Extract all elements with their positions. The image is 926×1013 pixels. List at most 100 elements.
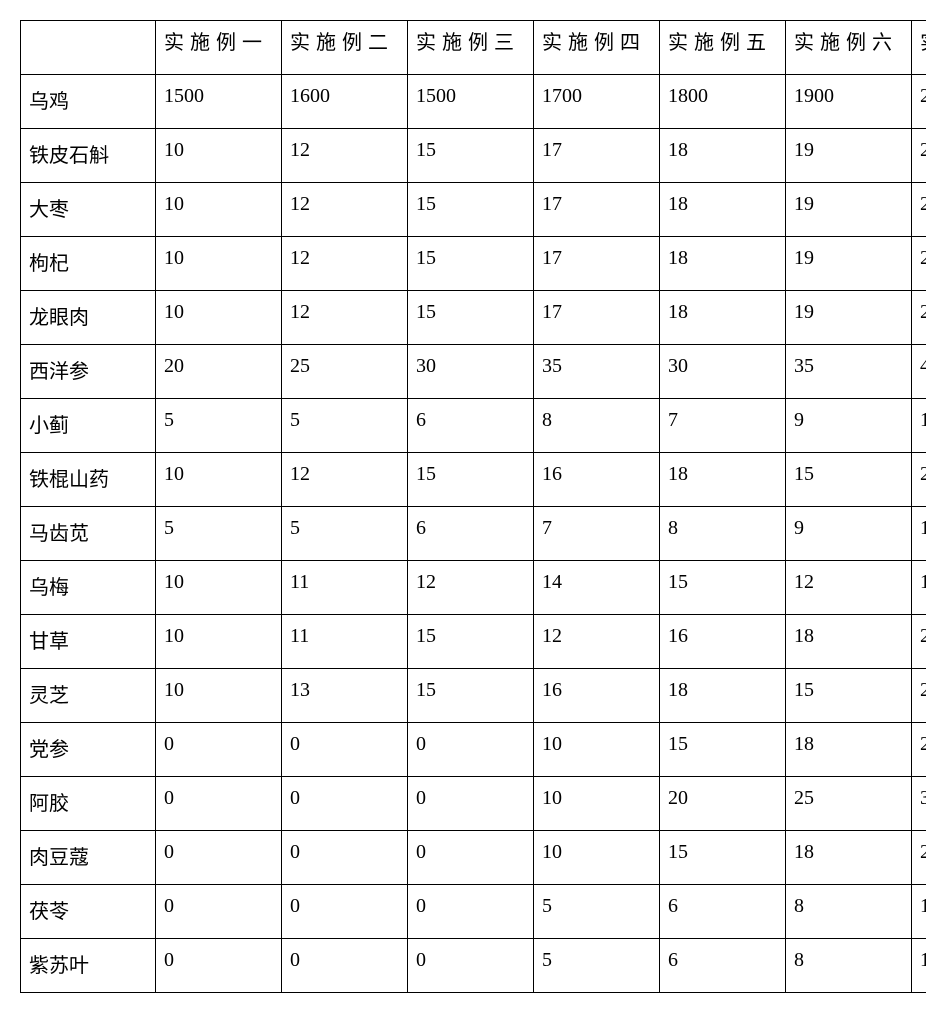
data-cell: 15	[408, 669, 534, 723]
data-cell: 10	[156, 129, 282, 183]
data-cell: 10	[156, 237, 282, 291]
data-cell: 7	[534, 507, 660, 561]
data-cell: 0	[156, 723, 282, 777]
data-cell: 10	[156, 561, 282, 615]
data-cell: 1800	[660, 75, 786, 129]
data-cell: 0	[282, 723, 408, 777]
data-cell: 2000	[912, 75, 926, 129]
data-cell: 10	[156, 615, 282, 669]
data-cell: 18	[660, 183, 786, 237]
data-cell: 20	[912, 669, 926, 723]
data-cell: 10	[912, 885, 926, 939]
data-cell: 12	[282, 129, 408, 183]
header-cell-4: 实施例四	[534, 21, 660, 75]
data-cell: 25	[786, 777, 912, 831]
data-cell: 10	[156, 183, 282, 237]
data-cell: 0	[156, 831, 282, 885]
header-cell-3: 实施例三	[408, 21, 534, 75]
data-cell: 25	[282, 345, 408, 399]
data-cell: 7	[660, 399, 786, 453]
data-cell: 20	[912, 291, 926, 345]
data-cell: 1600	[282, 75, 408, 129]
data-cell: 12	[534, 615, 660, 669]
data-cell: 6	[660, 939, 786, 993]
data-cell: 11	[282, 615, 408, 669]
data-cell: 6	[660, 885, 786, 939]
data-cell: 15	[660, 723, 786, 777]
row-label: 肉豆蔻	[21, 831, 156, 885]
data-cell: 0	[408, 723, 534, 777]
row-label: 党参	[21, 723, 156, 777]
header-cell-7: 实施例七	[912, 21, 926, 75]
data-cell: 20	[912, 237, 926, 291]
data-cell: 15	[408, 453, 534, 507]
data-cell: 10	[912, 939, 926, 993]
data-cell: 18	[660, 669, 786, 723]
data-cell: 15	[408, 183, 534, 237]
data-cell: 12	[786, 561, 912, 615]
table-row: 小蓟55687910	[21, 399, 926, 453]
data-cell: 17	[534, 291, 660, 345]
data-cell: 0	[156, 777, 282, 831]
data-cell: 0	[282, 777, 408, 831]
row-label: 灵芝	[21, 669, 156, 723]
row-label: 大枣	[21, 183, 156, 237]
data-cell: 18	[786, 831, 912, 885]
table-row: 紫苏叶00056810	[21, 939, 926, 993]
header-cell-5: 实施例五	[660, 21, 786, 75]
data-cell: 12	[408, 561, 534, 615]
data-cell: 35	[786, 345, 912, 399]
data-cell: 19	[786, 129, 912, 183]
row-label: 乌梅	[21, 561, 156, 615]
data-cell: 16	[534, 453, 660, 507]
data-cell: 11	[282, 561, 408, 615]
data-cell: 15	[660, 561, 786, 615]
data-cell: 17	[534, 237, 660, 291]
data-cell: 15	[786, 453, 912, 507]
data-cell: 5	[534, 939, 660, 993]
header-cell-blank	[21, 21, 156, 75]
table-row: 甘草10111512161820	[21, 615, 926, 669]
data-cell: 16	[660, 615, 786, 669]
data-cell: 20	[912, 615, 926, 669]
table-row: 灵芝10131516181520	[21, 669, 926, 723]
row-label: 龙眼肉	[21, 291, 156, 345]
row-label: 马齿苋	[21, 507, 156, 561]
data-cell: 9	[786, 399, 912, 453]
row-label: 枸杞	[21, 237, 156, 291]
data-cell: 0	[282, 939, 408, 993]
data-cell: 6	[408, 507, 534, 561]
data-cell: 20	[912, 183, 926, 237]
row-label: 铁棍山药	[21, 453, 156, 507]
data-cell: 30	[912, 777, 926, 831]
row-label: 阿胶	[21, 777, 156, 831]
data-cell: 18	[660, 237, 786, 291]
table-row: 党参00010151820	[21, 723, 926, 777]
data-cell: 12	[282, 183, 408, 237]
data-cell: 10	[534, 831, 660, 885]
data-cell: 20	[156, 345, 282, 399]
data-cell: 19	[786, 291, 912, 345]
data-cell: 15	[408, 237, 534, 291]
table-row: 枸杞10121517181920	[21, 237, 926, 291]
data-cell: 19	[786, 237, 912, 291]
row-label: 茯苓	[21, 885, 156, 939]
table-row: 茯苓00056810	[21, 885, 926, 939]
data-cell: 14	[534, 561, 660, 615]
data-cell: 10	[156, 291, 282, 345]
data-cell: 12	[282, 237, 408, 291]
data-cell: 8	[786, 939, 912, 993]
data-cell: 17	[534, 183, 660, 237]
table-row: 大枣10121517181920	[21, 183, 926, 237]
data-cell: 15	[408, 615, 534, 669]
data-cell: 1700	[534, 75, 660, 129]
data-cell: 5	[282, 507, 408, 561]
data-cell: 12	[282, 291, 408, 345]
data-cell: 6	[408, 399, 534, 453]
data-cell: 8	[534, 399, 660, 453]
row-label: 乌鸡	[21, 75, 156, 129]
data-cell: 8	[786, 885, 912, 939]
header-cell-1: 实施例一	[156, 21, 282, 75]
data-cell: 12	[282, 453, 408, 507]
data-cell: 0	[408, 885, 534, 939]
